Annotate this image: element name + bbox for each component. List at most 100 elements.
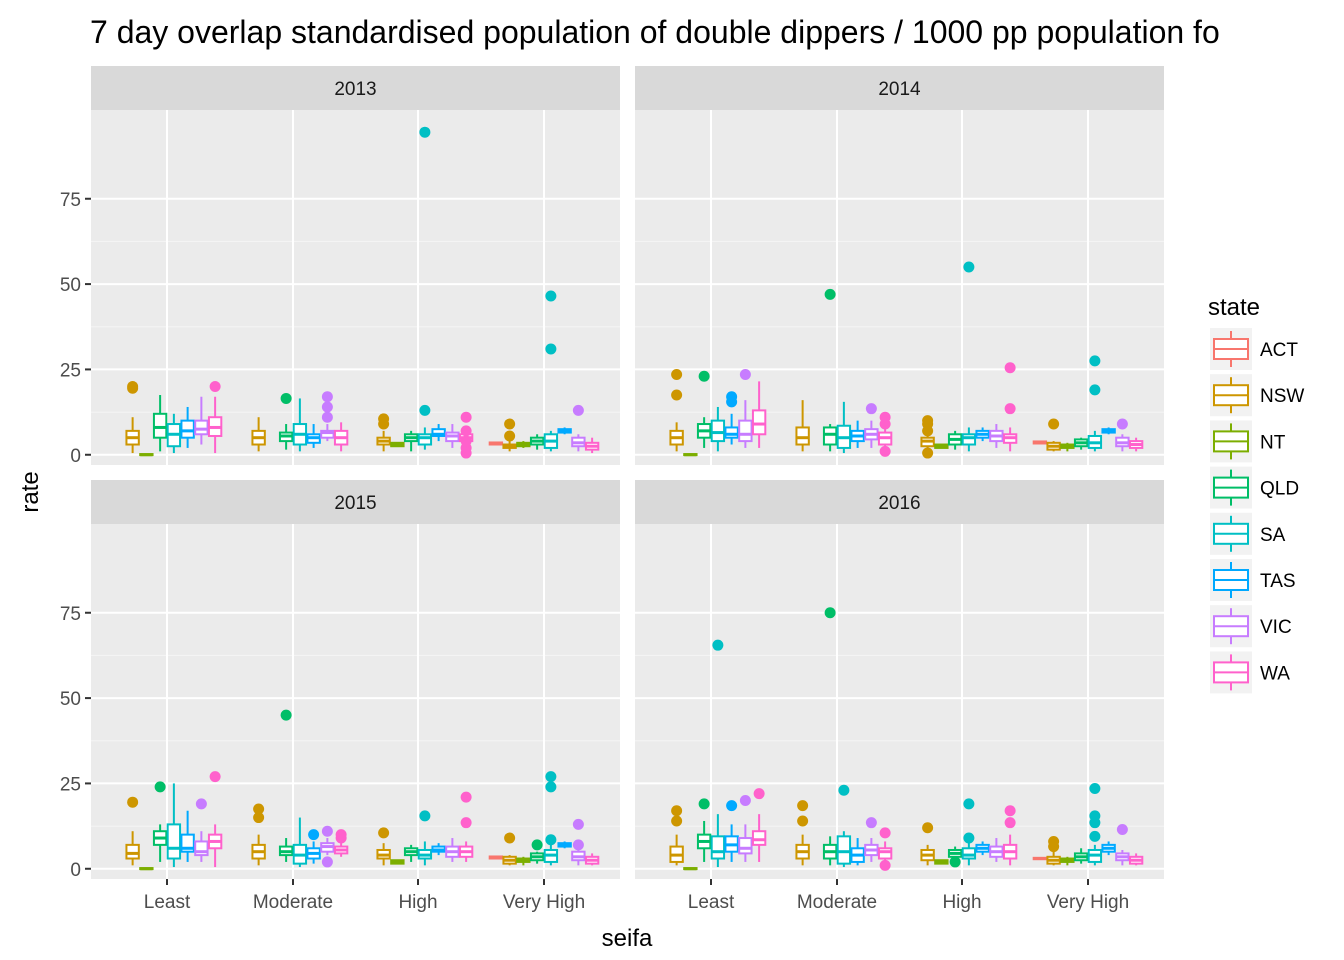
x-axis-title: seifa (602, 925, 653, 952)
outlier-point (419, 810, 431, 822)
y-axis-title: rate (17, 471, 44, 512)
box-nsw-moderate (795, 800, 810, 866)
box-nsw-high (376, 413, 391, 452)
outlier-point (698, 798, 710, 810)
box-tas-high (431, 424, 446, 442)
box-body (180, 419, 195, 439)
box-tas-least (724, 800, 739, 862)
outlier-point (321, 411, 333, 423)
box-nt-very-high (1060, 856, 1075, 866)
outlier-point (739, 794, 751, 806)
outlier-point (1089, 810, 1101, 822)
box-sa-high (417, 126, 433, 450)
box-body (417, 433, 433, 446)
box-body (125, 843, 140, 860)
outlier-point (545, 343, 557, 355)
box-nt-high (390, 859, 405, 865)
outlier-point (209, 380, 221, 392)
box-nt-very-high (1060, 442, 1075, 452)
box-qld-least (152, 781, 168, 862)
box-wa-moderate (877, 411, 893, 457)
box-wa-moderate (333, 422, 349, 452)
box-vic-least (738, 369, 753, 448)
box-wa-least (207, 771, 223, 868)
panel-background (635, 110, 1164, 465)
box-nt-least (683, 453, 698, 457)
x-tick-label: High (398, 892, 437, 913)
facet-strip-label: 2016 (878, 493, 920, 514)
box-qld-moderate (278, 392, 294, 450)
legend-key-tas: TAS (1210, 559, 1296, 601)
outlier-point (419, 404, 431, 416)
box-act-very-high (1032, 856, 1048, 861)
box-vic-very-high (1115, 824, 1130, 866)
box-sa-least (710, 406, 726, 452)
box-nt-very-high (516, 441, 531, 448)
outlier-point (195, 798, 207, 810)
box-tas-high (975, 427, 990, 442)
box-sa-high (417, 810, 433, 866)
y-tick-label: 50 (60, 275, 81, 296)
outlier-point (253, 812, 265, 824)
box-qld-moderate (822, 288, 838, 452)
box-sa-very-high (1087, 783, 1103, 866)
outlier-point (280, 392, 292, 404)
box-vic-high (445, 838, 460, 862)
outlier-point (572, 404, 584, 416)
outlier-point (797, 815, 809, 827)
y-tick-label: 0 (70, 860, 81, 881)
box-tas-least (180, 810, 195, 862)
outlier-point (321, 391, 333, 403)
legend-label-nsw: NSW (1260, 386, 1304, 407)
outlier-point (460, 817, 472, 829)
box-qld-very-high (529, 839, 545, 864)
box-qld-high (403, 430, 419, 452)
box-vic-least (738, 794, 753, 862)
outlier-point (1116, 824, 1128, 836)
box-sa-least (710, 639, 726, 868)
box-body (710, 835, 726, 860)
outlier-point (1089, 830, 1101, 842)
legend-key-nsw: NSW (1210, 374, 1304, 417)
facet-strip (91, 66, 620, 110)
outlier-point (545, 834, 557, 846)
legend-label-tas: TAS (1260, 571, 1296, 592)
legend-label-sa: SA (1260, 525, 1286, 546)
box-nsw-high (920, 822, 935, 866)
outlier-point (922, 822, 934, 834)
legend-label-qld: QLD (1260, 479, 1299, 500)
legend-label-nt: NT (1260, 432, 1286, 453)
box-tas-very-high (557, 841, 572, 849)
outlier-point (824, 288, 836, 300)
outlier-point (378, 413, 390, 425)
box-nsw-least (669, 369, 684, 452)
box-wa-very-high (1128, 853, 1144, 866)
box-body (166, 823, 182, 860)
box-nt-least (139, 867, 154, 871)
box-tas-very-high (557, 427, 572, 435)
outlier-point (879, 445, 891, 457)
outlier-point (824, 607, 836, 619)
outlier-point (963, 261, 975, 273)
y-tick-label: 0 (70, 446, 81, 467)
box-nt-high (934, 859, 949, 865)
box-sa-very-high (1087, 355, 1103, 452)
box-nsw-very-high (502, 832, 517, 866)
legend-title: state (1208, 294, 1260, 321)
box-sa-moderate (836, 401, 852, 454)
box-body (152, 412, 168, 439)
outlier-point (460, 435, 472, 447)
outlier-point (797, 800, 809, 812)
box-sa-high (961, 261, 977, 452)
outlier-point (572, 818, 584, 830)
box-body (877, 847, 893, 860)
box-wa-very-high (1128, 437, 1144, 452)
legend: state ACT NSW NT QLD SA TAS VIC WA (1208, 294, 1304, 694)
legend-key-qld: QLD (1210, 466, 1299, 509)
box-body (751, 409, 767, 436)
legend-key-act: ACT (1210, 328, 1298, 370)
legend-key-wa: WA (1210, 651, 1290, 694)
y-tick-label: 25 (60, 774, 81, 795)
box-nt-least (683, 867, 698, 871)
outlier-point (321, 401, 333, 413)
